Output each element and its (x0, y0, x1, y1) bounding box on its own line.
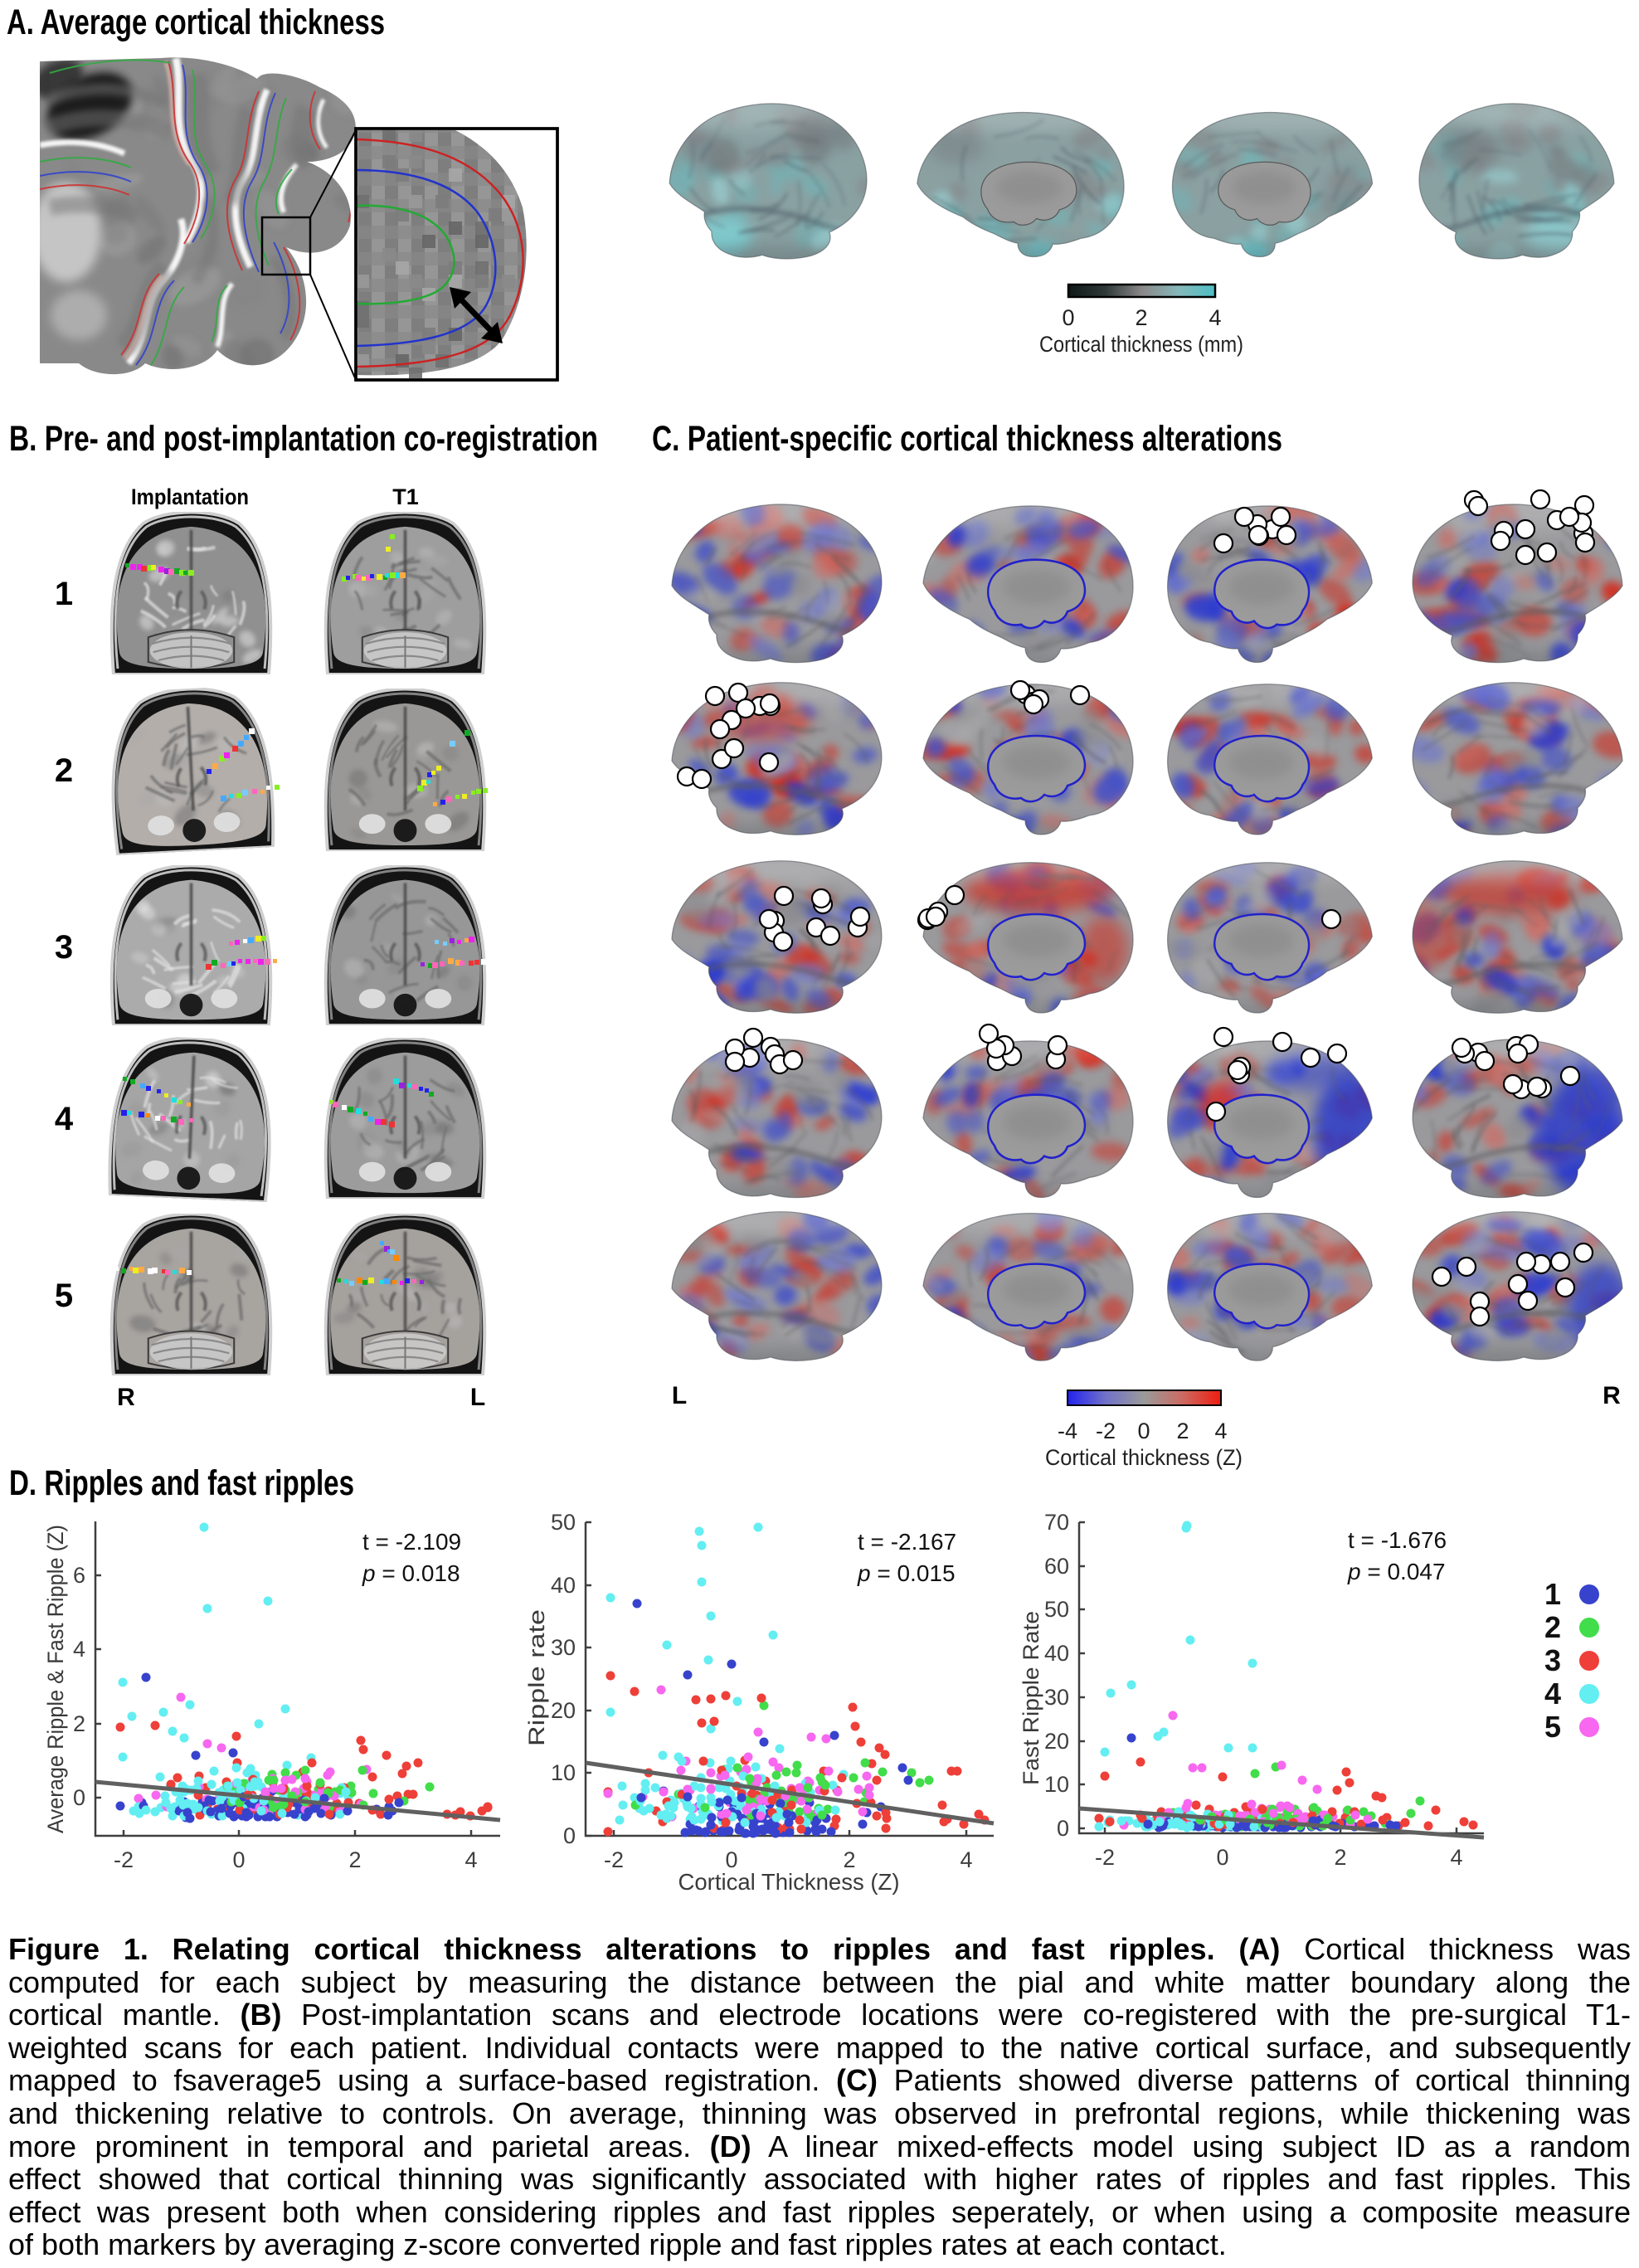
svg-text:Fast Ripple Rate: Fast Ripple Rate (1019, 1611, 1043, 1785)
svg-text:R: R (1603, 1382, 1621, 1409)
svg-text:4: 4 (1544, 1677, 1561, 1711)
svg-text:L: L (672, 1382, 687, 1409)
svg-text:20: 20 (1044, 1729, 1069, 1754)
svg-text:t = -2.167: t = -2.167 (858, 1529, 956, 1555)
svg-text:-2: -2 (604, 1847, 624, 1872)
svg-text:C. Patient-specific cortical t: C. Patient-specific cortical thickness a… (652, 419, 1282, 459)
svg-text:20: 20 (551, 1698, 576, 1723)
svg-text:2: 2 (1135, 305, 1147, 330)
svg-text:6: 6 (73, 1563, 85, 1588)
svg-text:70: 70 (1044, 1510, 1069, 1535)
svg-text:B. Pre- and post-implantation: B. Pre- and post-implantation co-registr… (9, 419, 598, 459)
svg-text:0: 0 (1062, 305, 1074, 330)
svg-text:30: 30 (1044, 1685, 1069, 1710)
svg-text:Cortical thickness (mm): Cortical thickness (mm) (1039, 332, 1243, 357)
svg-text:5: 5 (1544, 1710, 1561, 1744)
svg-text:t = -2.109: t = -2.109 (362, 1529, 461, 1555)
svg-text:0: 0 (1057, 1816, 1069, 1841)
svg-text:Cortical Thickness (Z): Cortical Thickness (Z) (678, 1869, 900, 1895)
svg-text:L: L (470, 1384, 485, 1411)
svg-text:2: 2 (1544, 1610, 1561, 1644)
svg-text:50: 50 (551, 1510, 576, 1535)
svg-text:Implantation: Implantation (131, 484, 249, 509)
svg-text:0: 0 (1137, 1419, 1150, 1443)
svg-text:-2: -2 (1096, 1419, 1116, 1443)
svg-text:t = -1.676: t = -1.676 (1348, 1527, 1447, 1553)
svg-text:0: 0 (73, 1785, 85, 1810)
svg-text:3: 3 (55, 929, 73, 966)
svg-text:p = 0.018: p = 0.018 (362, 1560, 460, 1586)
svg-text:4: 4 (1209, 305, 1221, 330)
svg-text:Ripple rate: Ripple rate (524, 1609, 549, 1746)
svg-text:T1: T1 (392, 484, 419, 509)
svg-text:2: 2 (55, 752, 73, 789)
svg-text:3: 3 (1544, 1643, 1561, 1677)
svg-text:0: 0 (232, 1847, 245, 1872)
svg-text:2: 2 (73, 1711, 85, 1736)
svg-text:10: 10 (1044, 1772, 1069, 1797)
svg-text:40: 40 (1044, 1641, 1069, 1666)
svg-text:2: 2 (348, 1847, 361, 1872)
svg-text:40: 40 (551, 1573, 576, 1598)
svg-text:0: 0 (1216, 1845, 1228, 1870)
svg-text:D. Ripples and fast ripples: D. Ripples and fast ripples (9, 1463, 354, 1503)
svg-text:5: 5 (55, 1278, 73, 1314)
svg-text:1: 1 (55, 576, 73, 612)
svg-text:2: 2 (843, 1847, 855, 1872)
svg-text:0: 0 (725, 1847, 737, 1872)
svg-text:p = 0.015: p = 0.015 (857, 1560, 956, 1586)
svg-text:R: R (117, 1384, 135, 1411)
svg-text:-2: -2 (114, 1847, 134, 1872)
svg-text:p = 0.047: p = 0.047 (1347, 1559, 1446, 1584)
svg-text:4: 4 (73, 1637, 85, 1662)
svg-text:50: 50 (1044, 1597, 1069, 1622)
svg-text:0: 0 (563, 1823, 576, 1848)
svg-text:2: 2 (1334, 1845, 1346, 1870)
svg-text:-2: -2 (1095, 1845, 1115, 1870)
svg-text:4: 4 (1214, 1419, 1227, 1443)
svg-text:4: 4 (464, 1847, 477, 1872)
svg-text:30: 30 (551, 1635, 576, 1660)
svg-text:60: 60 (1044, 1554, 1069, 1579)
svg-text:1: 1 (1544, 1577, 1561, 1611)
svg-text:4: 4 (55, 1101, 74, 1137)
svg-text:-4: -4 (1058, 1419, 1077, 1443)
svg-text:10: 10 (551, 1760, 576, 1785)
svg-text:4: 4 (1450, 1845, 1462, 1870)
svg-text:Cortical thickness (Z): Cortical thickness (Z) (1045, 1445, 1243, 1470)
svg-text:4: 4 (960, 1847, 972, 1872)
svg-text:Average Ripple & Fast Ripple (: Average Ripple & Fast Ripple (Z) (43, 1525, 68, 1833)
svg-text:2: 2 (1176, 1419, 1189, 1443)
svg-text:A. Average cortical thickness: A. Average cortical thickness (7, 2, 385, 42)
